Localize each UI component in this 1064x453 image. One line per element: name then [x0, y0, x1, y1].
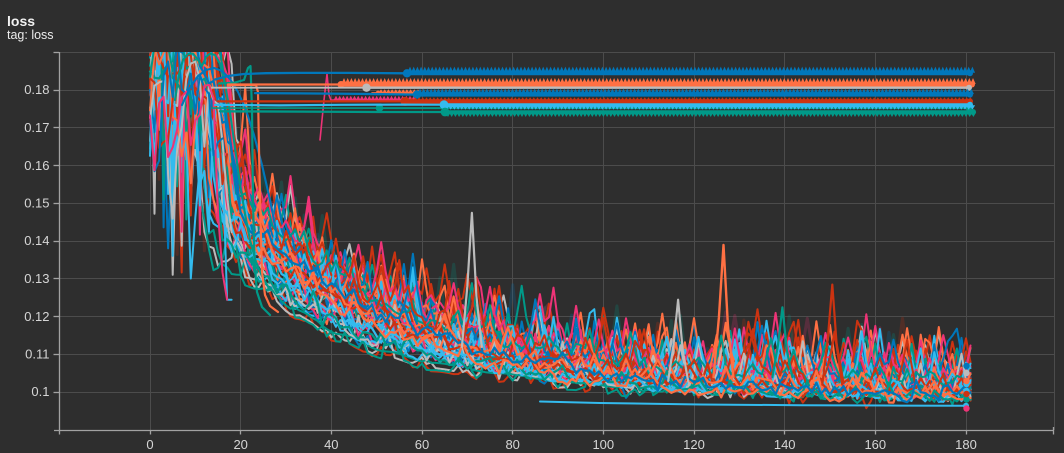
svg-text:100: 100 [592, 437, 614, 452]
svg-text:0.15: 0.15 [24, 196, 49, 211]
svg-text:20: 20 [233, 437, 247, 452]
svg-text:0.1: 0.1 [31, 384, 49, 399]
svg-text:40: 40 [324, 437, 338, 452]
svg-text:0.16: 0.16 [24, 158, 49, 173]
svg-text:0.14: 0.14 [24, 233, 49, 248]
svg-text:160: 160 [864, 437, 886, 452]
svg-text:0.12: 0.12 [24, 309, 49, 324]
svg-text:0.11: 0.11 [25, 347, 49, 362]
svg-text:140: 140 [774, 437, 796, 452]
svg-text:0: 0 [146, 437, 153, 452]
svg-text:0.13: 0.13 [24, 271, 49, 286]
svg-text:0.17: 0.17 [24, 120, 49, 135]
svg-text:120: 120 [683, 437, 705, 452]
svg-text:0.18: 0.18 [24, 82, 49, 97]
svg-text:80: 80 [505, 437, 519, 452]
svg-text:180: 180 [955, 437, 977, 452]
svg-text:60: 60 [415, 437, 429, 452]
